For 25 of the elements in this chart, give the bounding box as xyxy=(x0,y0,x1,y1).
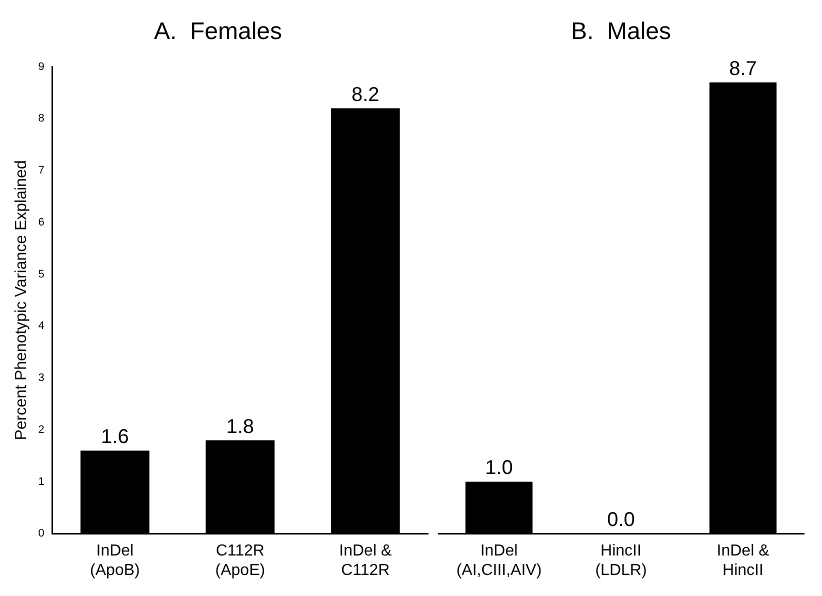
data-label: 1.8 xyxy=(226,416,254,438)
data-label: 8.7 xyxy=(729,58,757,80)
y-tick-label: 3 xyxy=(38,372,44,384)
data-label: 0.0 xyxy=(607,509,635,532)
x-tick-label: InDel & C112R xyxy=(339,542,392,579)
x-tick-label: C112R (ApoE) xyxy=(215,542,266,579)
x-tick-label: InDel & HincII xyxy=(716,542,770,579)
y-tick-label: 4 xyxy=(38,320,44,332)
data-label: 8.2 xyxy=(351,84,380,106)
y-tick-label: 1 xyxy=(38,476,44,488)
y-tick-label: 9 xyxy=(38,60,44,73)
data-label: 1.0 xyxy=(485,457,513,480)
x-tick-label: HincII (LDLR) xyxy=(595,542,647,579)
chart-title: B. Males xyxy=(570,18,672,46)
chart-title: A. Females xyxy=(154,18,282,46)
y-tick-label: 8 xyxy=(38,112,44,125)
y-tick-label: 2 xyxy=(38,424,44,436)
data-label: 1.6 xyxy=(101,426,129,448)
x-tick-label: InDel (ApoB) xyxy=(90,542,140,579)
x-tick-label: InDel (AI,CIII,AIV) xyxy=(456,542,542,579)
y-axis-title: Percent Phenotypic Variance Explained xyxy=(13,160,30,440)
y-tick-label: 6 xyxy=(38,216,44,228)
y-tick-label: 7 xyxy=(38,164,44,177)
y-tick-label: 5 xyxy=(38,268,44,280)
y-tick-label: 0 xyxy=(38,528,44,540)
